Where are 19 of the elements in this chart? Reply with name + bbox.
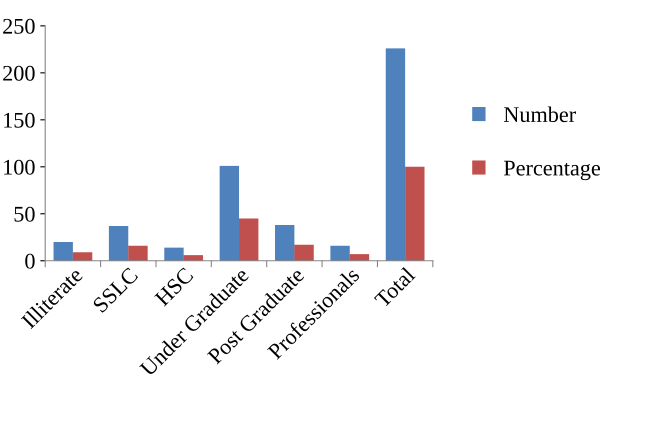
bar [405, 166, 425, 261]
legend-label: Number [504, 106, 576, 122]
y-tick-label: 0 [25, 254, 35, 269]
y-tick-label: 250 [3, 18, 35, 34]
bar [239, 218, 258, 261]
bar [275, 225, 294, 261]
bar [330, 246, 350, 261]
y-tick-label: 200 [3, 66, 35, 81]
bar [294, 244, 314, 261]
bar [128, 246, 148, 261]
y-tick-label: 150 [4, 112, 35, 128]
bar [108, 226, 128, 261]
bar [386, 48, 406, 261]
y-tick-label: 50 [14, 206, 35, 222]
bar [54, 242, 73, 261]
bar [220, 166, 240, 261]
y-tick-label: 100 [4, 160, 35, 175]
bar [164, 248, 184, 261]
legend-label: Percentage [504, 160, 600, 180]
